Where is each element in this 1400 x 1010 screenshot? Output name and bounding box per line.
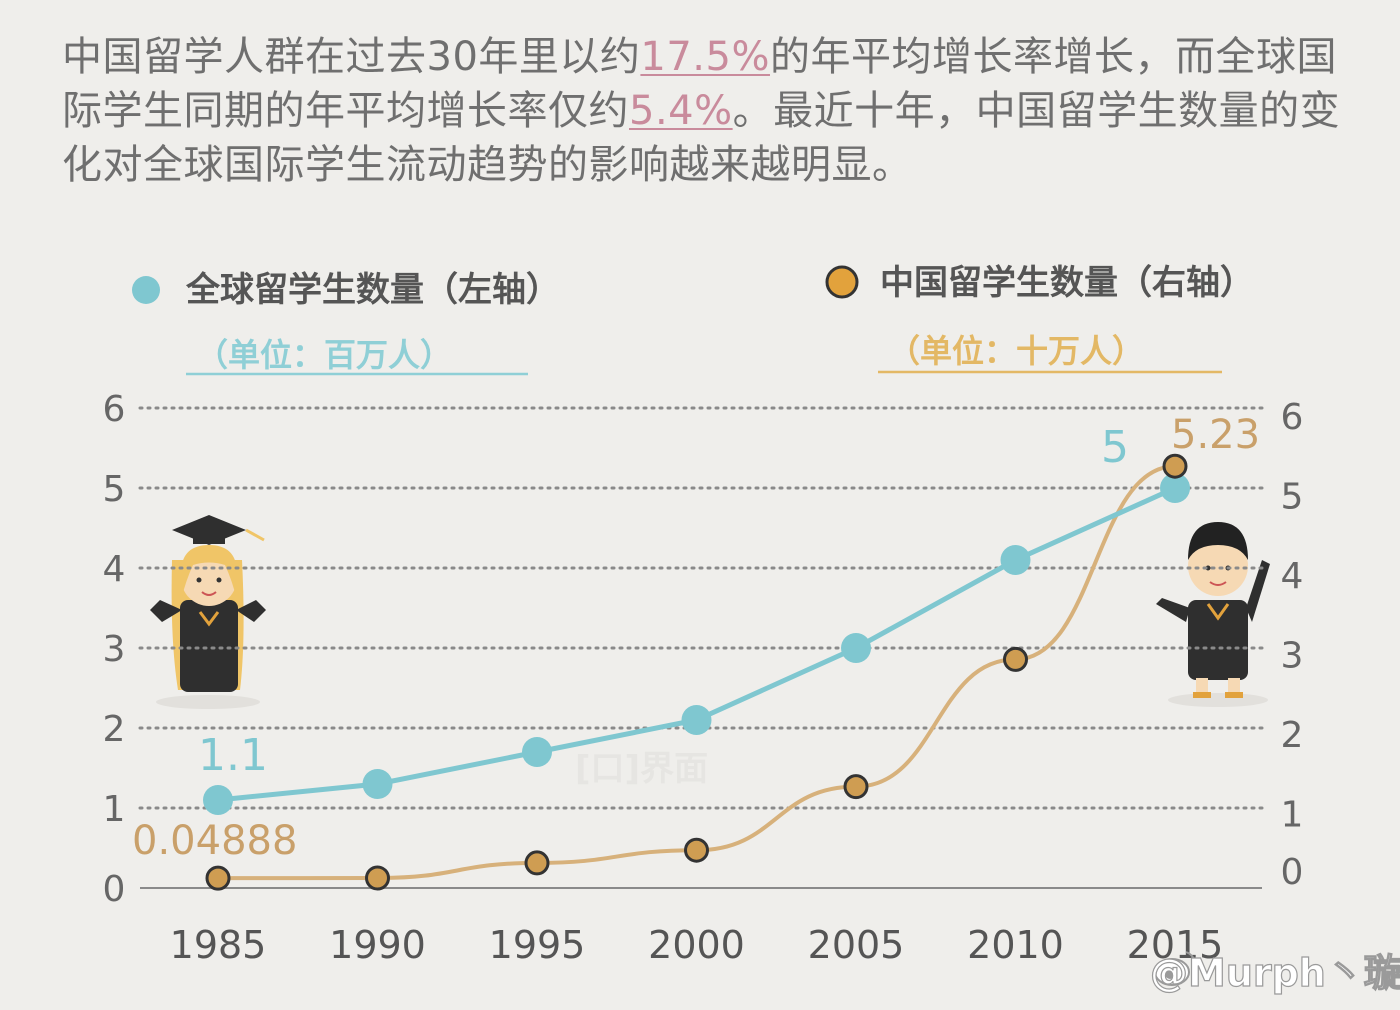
left-axis-tick-label: 3 bbox=[103, 629, 126, 670]
x-axis-tick-label: 2005 bbox=[808, 923, 905, 967]
right-axis-tick-label: 6 bbox=[1281, 397, 1304, 438]
legend-global-unit: （单位：百万人） bbox=[196, 336, 452, 374]
intro-part-1: 中国留学人群在过去30年里以约 bbox=[62, 34, 641, 80]
china-data-point bbox=[205, 865, 231, 891]
weibo-watermark: @Murph丶璇 bbox=[1149, 950, 1400, 995]
left-axis-tick-label: 0 bbox=[103, 869, 126, 910]
global-data-point bbox=[1160, 473, 1190, 503]
global-data-point bbox=[203, 785, 233, 815]
data-labels: 1.1 5 0.04888 5.23 bbox=[132, 412, 1260, 864]
x-axis-tick-label: 2000 bbox=[648, 923, 745, 967]
china-data-point bbox=[1003, 646, 1028, 672]
left-axis-tick-label: 6 bbox=[103, 389, 126, 430]
graduate-boy-illustration bbox=[1156, 522, 1270, 707]
x-axis-tick-label: 1995 bbox=[489, 923, 586, 967]
china-data-point bbox=[524, 850, 550, 876]
right-axis-tick-label: 2 bbox=[1281, 715, 1304, 756]
legend: 全球留学生数量（左轴） （单位：百万人） 中国留学生数量（右轴） （单位：十万人… bbox=[132, 263, 1254, 376]
weibo-logo-icon bbox=[1154, 951, 1196, 986]
global-data-point bbox=[1000, 545, 1031, 575]
x-axis: 1985 1990 1995 2000 2005 2010 2015 bbox=[170, 923, 1224, 967]
china-data-label: 5.23 bbox=[1171, 412, 1260, 458]
grid-lines bbox=[138, 406, 1264, 889]
global-data-label: 5 bbox=[1101, 422, 1129, 473]
china-data-point bbox=[843, 774, 869, 800]
global-data-point bbox=[522, 737, 552, 767]
x-axis-tick-label: 2010 bbox=[967, 923, 1064, 967]
china-data-point bbox=[1162, 453, 1188, 479]
china-data-point bbox=[365, 865, 390, 891]
series-layer bbox=[203, 453, 1190, 891]
intro-text: 中国留学人群在过去30年里以约17.5%的年平均增长率增长，而全球国际学生同期的… bbox=[62, 30, 1362, 192]
right-axis-tick-label: 5 bbox=[1281, 477, 1304, 518]
graduate-girl-illustration bbox=[150, 515, 266, 709]
intro-highlight-global-rate: 5.4% bbox=[629, 88, 733, 134]
intro-part-3: 。最近十年，中国留学生数量的变化对全球国际学生流动趋势的影响越来越明显。 bbox=[62, 88, 1341, 188]
left-axis-tick-label: 1 bbox=[103, 789, 126, 830]
intro-part-2: 的年平均增长率增长，而全球国际学生同期的年平均增长率仅约 bbox=[62, 34, 1337, 134]
weibo-handle: @Murph丶璇 bbox=[1150, 951, 1400, 995]
watermark: [口]界面 bbox=[575, 749, 708, 789]
right-axis-tick-label: 0 bbox=[1281, 852, 1304, 893]
intro-highlight-china-rate: 17.5% bbox=[640, 34, 770, 80]
legend-china-marker bbox=[825, 265, 859, 299]
right-axis-tick-label: 1 bbox=[1281, 795, 1304, 836]
china-data-point bbox=[684, 837, 709, 863]
right-axis-tick-label: 3 bbox=[1281, 636, 1304, 677]
left-axis-tick-label: 5 bbox=[103, 469, 126, 510]
legend-china-label: 中国留学生数量（右轴） bbox=[880, 263, 1254, 303]
series-line-china bbox=[217, 464, 1176, 881]
x-axis-tick-label: 1990 bbox=[329, 923, 426, 967]
left-axis-tick-label: 4 bbox=[103, 549, 126, 590]
china-data-label: 0.04888 bbox=[132, 818, 297, 864]
global-data-point bbox=[841, 633, 871, 663]
global-data-point bbox=[362, 769, 393, 799]
legend-global-marker bbox=[132, 276, 160, 304]
x-axis-tick-label: 1985 bbox=[170, 923, 267, 967]
right-axis: 0 1 2 3 4 5 6 bbox=[1281, 397, 1304, 893]
global-data-point bbox=[681, 705, 712, 735]
left-axis: 0 1 2 3 4 5 6 bbox=[103, 389, 126, 910]
legend-global-label: 全球留学生数量（左轴） bbox=[185, 270, 560, 310]
global-data-label: 1.1 bbox=[198, 730, 268, 781]
legend-china-unit: （单位：十万人） bbox=[888, 332, 1144, 370]
right-axis-tick-label: 4 bbox=[1281, 556, 1304, 597]
left-axis-tick-label: 2 bbox=[103, 709, 126, 750]
